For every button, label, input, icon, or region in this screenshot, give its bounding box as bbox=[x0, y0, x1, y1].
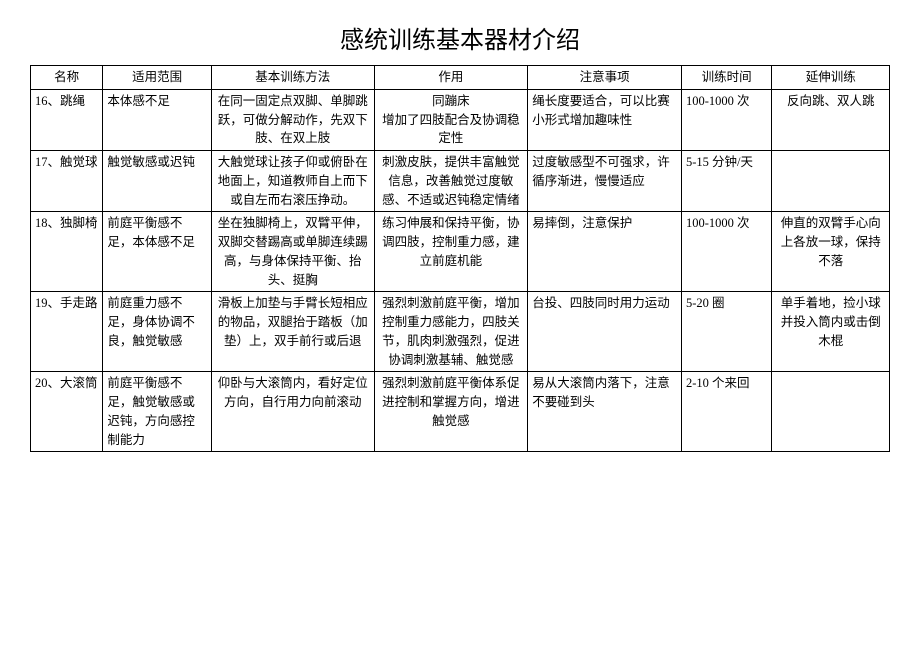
cell-name: 16、跳绳 bbox=[31, 89, 103, 150]
cell-name: 20、大滚筒 bbox=[31, 372, 103, 452]
col-header-time: 训练时间 bbox=[681, 66, 771, 90]
cell-time: 100-1000 次 bbox=[681, 212, 771, 292]
cell-method: 大触觉球让孩子仰或俯卧在地面上，知道教师自上而下或自左而右滚压挣动。 bbox=[211, 151, 374, 212]
cell-scope: 本体感不足 bbox=[103, 89, 212, 150]
equipment-table: 名称 适用范围 基本训练方法 作用 注意事项 训练时间 延伸训练 16、跳绳本体… bbox=[30, 65, 890, 452]
cell-effect: 强烈刺激前庭平衡体系促进控制和掌握方向，增进触觉感 bbox=[374, 372, 528, 452]
cell-ext bbox=[772, 151, 890, 212]
cell-note: 绳长度要适合，可以比赛小形式增加趣味性 bbox=[528, 89, 682, 150]
col-header-name: 名称 bbox=[31, 66, 103, 90]
cell-ext bbox=[772, 372, 890, 452]
table-row: 16、跳绳本体感不足在同一固定点双脚、单脚跳跃，可做分解动作，先双下肢、在双上肢… bbox=[31, 89, 890, 150]
col-header-method: 基本训练方法 bbox=[211, 66, 374, 90]
cell-ext: 反向跳、双人跳 bbox=[772, 89, 890, 150]
cell-effect: 同蹦床增加了四肢配合及协调稳定性 bbox=[374, 89, 528, 150]
col-header-effect: 作用 bbox=[374, 66, 528, 90]
cell-effect: 刺激皮肤，提供丰富触觉信息，改善触觉过度敏感、不适或迟钝稳定情绪 bbox=[374, 151, 528, 212]
cell-note: 过度敏感型不可强求，许循序渐进，慢慢适应 bbox=[528, 151, 682, 212]
cell-time: 2-10 个来回 bbox=[681, 372, 771, 452]
cell-method: 坐在独脚椅上，双臂平伸，双脚交替踢高或单脚连续踢高，与身体保持平衡、抬头、挺胸 bbox=[211, 212, 374, 292]
cell-method: 滑板上加垫与手臂长短相应的物品，双腿抬于踏板（加垫）上，双手前行或后退 bbox=[211, 292, 374, 372]
cell-effect: 练习伸展和保持平衡，协调四肢，控制重力感，建立前庭机能 bbox=[374, 212, 528, 292]
table-body: 16、跳绳本体感不足在同一固定点双脚、单脚跳跃，可做分解动作，先双下肢、在双上肢… bbox=[31, 89, 890, 452]
cell-ext: 单手着地，捡小球并投入筒内或击倒木棍 bbox=[772, 292, 890, 372]
table-row: 17、触觉球触觉敏感或迟钝大触觉球让孩子仰或俯卧在地面上，知道教师自上而下或自左… bbox=[31, 151, 890, 212]
page-title: 感统训练基本器材介绍 bbox=[30, 20, 890, 55]
col-header-scope: 适用范围 bbox=[103, 66, 212, 90]
cell-effect: 强烈刺激前庭平衡，增加控制重力感能力，四肢关节，肌肉刺激强烈，促进协调刺激基辅、… bbox=[374, 292, 528, 372]
cell-name: 19、手走路 bbox=[31, 292, 103, 372]
cell-time: 100-1000 次 bbox=[681, 89, 771, 150]
table-header-row: 名称 适用范围 基本训练方法 作用 注意事项 训练时间 延伸训练 bbox=[31, 66, 890, 90]
cell-note: 台投、四肢同时用力运动 bbox=[528, 292, 682, 372]
cell-note: 易从大滚筒内落下，注意不要碰到头 bbox=[528, 372, 682, 452]
cell-note: 易摔倒，注意保护 bbox=[528, 212, 682, 292]
cell-method: 仰卧与大滚筒内，看好定位方向，自行用力向前滚动 bbox=[211, 372, 374, 452]
cell-scope: 前庭重力感不足，身体协调不良，触觉敏感 bbox=[103, 292, 212, 372]
cell-name: 18、独脚椅 bbox=[31, 212, 103, 292]
cell-name: 17、触觉球 bbox=[31, 151, 103, 212]
cell-scope: 触觉敏感或迟钝 bbox=[103, 151, 212, 212]
cell-time: 5-15 分钟/天 bbox=[681, 151, 771, 212]
table-row: 18、独脚椅前庭平衡感不足，本体感不足坐在独脚椅上，双臂平伸，双脚交替踢高或单脚… bbox=[31, 212, 890, 292]
col-header-ext: 延伸训练 bbox=[772, 66, 890, 90]
cell-ext: 伸直的双臂手心向上各放一球，保持不落 bbox=[772, 212, 890, 292]
table-row: 20、大滚筒前庭平衡感不足，触觉敏感或迟钝，方向感控制能力仰卧与大滚筒内，看好定… bbox=[31, 372, 890, 452]
col-header-note: 注意事项 bbox=[528, 66, 682, 90]
cell-time: 5-20 圈 bbox=[681, 292, 771, 372]
cell-scope: 前庭平衡感不足，本体感不足 bbox=[103, 212, 212, 292]
cell-scope: 前庭平衡感不足，触觉敏感或迟钝，方向感控制能力 bbox=[103, 372, 212, 452]
cell-method: 在同一固定点双脚、单脚跳跃，可做分解动作，先双下肢、在双上肢 bbox=[211, 89, 374, 150]
table-row: 19、手走路前庭重力感不足，身体协调不良，触觉敏感滑板上加垫与手臂长短相应的物品… bbox=[31, 292, 890, 372]
